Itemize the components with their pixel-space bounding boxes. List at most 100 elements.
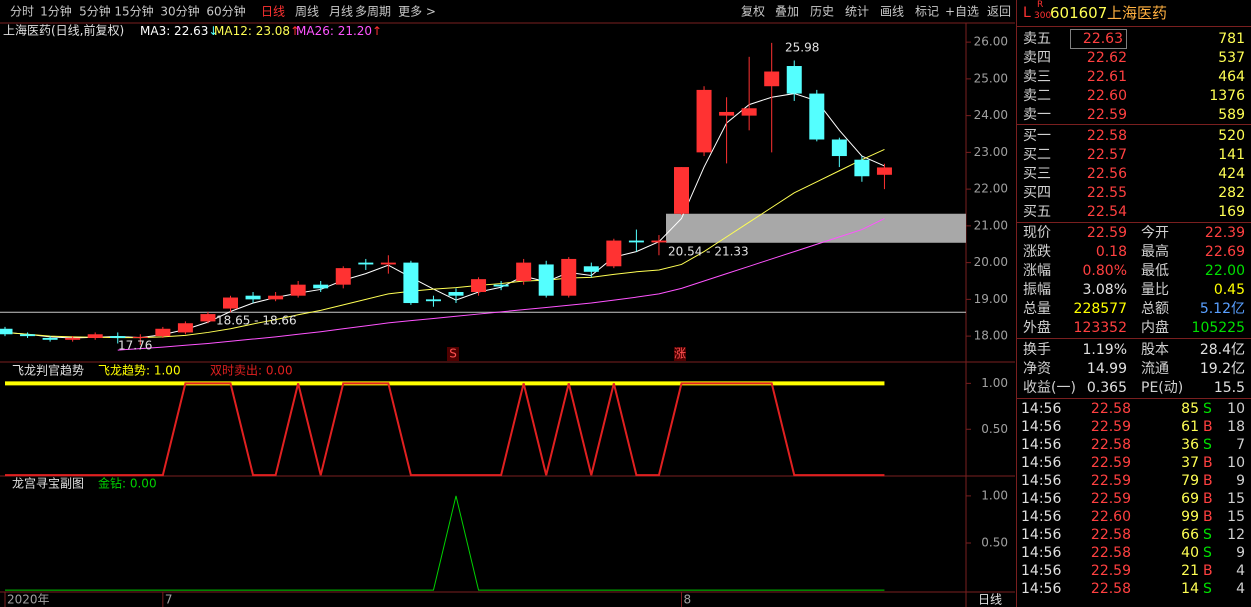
book-label: 买一 bbox=[1023, 128, 1051, 144]
y-tick-label: 1.00 bbox=[981, 376, 1008, 390]
sep bbox=[1017, 26, 1251, 27]
period-tab[interactable]: 多周期 bbox=[355, 5, 391, 19]
trade-side: S bbox=[1203, 545, 1212, 561]
book-label: 卖三 bbox=[1023, 69, 1051, 85]
ma-legend-arrow: ↓ bbox=[208, 24, 218, 38]
period-label: 日线 bbox=[978, 593, 1002, 607]
period-tab[interactable]: 周线 bbox=[295, 5, 319, 19]
book-price: 22.60 bbox=[1086, 88, 1127, 104]
price-zone bbox=[666, 213, 966, 243]
stock-code: 601607 bbox=[1050, 4, 1108, 22]
trade-price: 22.58 bbox=[1090, 437, 1131, 453]
period-tab[interactable]: 月线 bbox=[329, 5, 353, 19]
fund-label: 股本 bbox=[1141, 342, 1169, 358]
y-tick-label: 20.00 bbox=[974, 255, 1008, 269]
fund-value: 15.5 bbox=[1213, 380, 1245, 396]
tool-button[interactable]: 历史 bbox=[810, 5, 834, 19]
fund-label: 净资 bbox=[1023, 361, 1051, 377]
candle-body bbox=[583, 266, 599, 272]
trade-time: 14:56 bbox=[1021, 491, 1062, 507]
fund-value: 28.4亿 bbox=[1199, 342, 1245, 358]
tool-button[interactable]: 统计 bbox=[845, 5, 869, 19]
tool-button[interactable]: 叠加 bbox=[775, 5, 799, 19]
trade-price: 22.60 bbox=[1090, 509, 1131, 525]
book-volume: 169 bbox=[1218, 204, 1245, 220]
y-tick-label: 21.00 bbox=[974, 218, 1008, 232]
tool-button[interactable]: +自选 bbox=[945, 5, 979, 19]
stat-value: 22.59 bbox=[1086, 225, 1127, 241]
stock-name: 上海医药 bbox=[1107, 4, 1168, 22]
signal-marker-box bbox=[447, 347, 459, 361]
trade-side: B bbox=[1203, 419, 1213, 435]
period-tab[interactable]: 30分钟 bbox=[160, 4, 199, 19]
trade-price: 22.58 bbox=[1090, 527, 1131, 543]
period-tab[interactable]: 5分钟 bbox=[79, 4, 111, 19]
period-tab[interactable]: 日线 bbox=[261, 5, 285, 19]
trade-time: 14:56 bbox=[1021, 545, 1062, 561]
book-label: 卖四 bbox=[1023, 50, 1051, 66]
tool-button[interactable]: 标记 bbox=[915, 5, 939, 19]
candle-body bbox=[786, 66, 802, 94]
sep bbox=[1017, 338, 1251, 339]
y-tick-label: 25.00 bbox=[974, 71, 1008, 85]
price-annotation: 25.98 bbox=[785, 41, 819, 55]
y-tick-label: 18.00 bbox=[974, 329, 1008, 343]
trade-side: B bbox=[1203, 509, 1213, 525]
period-tab[interactable]: 1分钟 bbox=[40, 4, 72, 19]
stat-value: 0.18 bbox=[1095, 244, 1127, 260]
trade-time: 14:56 bbox=[1021, 419, 1062, 435]
chart-title: 上海医药(日线,前复权) bbox=[3, 23, 124, 38]
y-tick-label: 1.00 bbox=[981, 488, 1008, 502]
candle-body bbox=[358, 262, 374, 265]
candle-body bbox=[132, 336, 148, 338]
tool-button[interactable]: 复权 bbox=[741, 5, 765, 19]
series-legend: 金钻: 0.00 bbox=[98, 476, 157, 491]
x-tick-label: 2020年 bbox=[7, 593, 50, 607]
ma-legend: MA12: 23.08↑ bbox=[214, 24, 300, 38]
candle-body bbox=[20, 334, 36, 337]
ma-line bbox=[4, 93, 885, 339]
candle-body bbox=[65, 337, 81, 340]
trade-volume: 14 bbox=[1181, 581, 1199, 597]
trade-time: 14:56 bbox=[1021, 437, 1062, 453]
panel-title: 飞龙判官趋势 bbox=[12, 363, 84, 378]
candle-body bbox=[606, 240, 622, 267]
signal-marker: 涨 bbox=[674, 346, 686, 361]
trade-volume: 66 bbox=[1181, 527, 1199, 543]
price-annotation: 20.54 - 21.33 bbox=[668, 245, 749, 259]
stat-label: 总额 bbox=[1141, 301, 1169, 317]
period-tab[interactable]: 更多 > bbox=[398, 5, 436, 19]
tool-button[interactable]: 画线 bbox=[880, 5, 904, 19]
period-tab[interactable]: 分时 bbox=[10, 5, 34, 19]
chart-area: 分时 1分钟 5分钟 15分钟 30分钟 60分钟 日线 周线 月线 多周期 更多 > 复权 叠加 历史统… bbox=[0, 4, 1015, 607]
stat-label: 最低 bbox=[1141, 263, 1169, 279]
trade-volume: 69 bbox=[1181, 491, 1199, 507]
candle-body bbox=[87, 334, 103, 338]
ma-legend-arrow: ↑ bbox=[290, 24, 300, 38]
y-tick-label: 0.50 bbox=[981, 422, 1008, 436]
trade-volume: 99 bbox=[1181, 509, 1199, 525]
trade-time: 14:56 bbox=[1021, 509, 1062, 525]
trade-volume: 40 bbox=[1181, 545, 1199, 561]
book-volume: 537 bbox=[1218, 50, 1245, 66]
period-tab[interactable]: 15分钟 bbox=[114, 4, 153, 19]
trade-count: 12 bbox=[1227, 527, 1245, 543]
book-label: 买四 bbox=[1023, 185, 1051, 201]
candle-body bbox=[0, 328, 13, 335]
fund-value: 14.99 bbox=[1086, 361, 1127, 377]
trade-volume: 37 bbox=[1181, 455, 1199, 471]
book-volume: 781 bbox=[1218, 31, 1245, 47]
signal-marker: S bbox=[449, 347, 457, 361]
candle-body bbox=[493, 284, 509, 287]
ma-legend-label: MA12: 23.08 bbox=[214, 24, 290, 38]
trade-time: 14:56 bbox=[1021, 581, 1062, 597]
stat-value: 123352 bbox=[1073, 320, 1127, 336]
candle-body bbox=[831, 139, 847, 157]
book-label: 卖一 bbox=[1023, 107, 1051, 123]
badge-index: 300 bbox=[1034, 11, 1052, 21]
ma-legend-arrow: ↑ bbox=[372, 24, 382, 38]
period-tab[interactable]: 60分钟 bbox=[206, 4, 245, 19]
fund-label: 收益(一) bbox=[1023, 380, 1076, 396]
tool-button[interactable]: 返回 bbox=[987, 5, 1011, 19]
